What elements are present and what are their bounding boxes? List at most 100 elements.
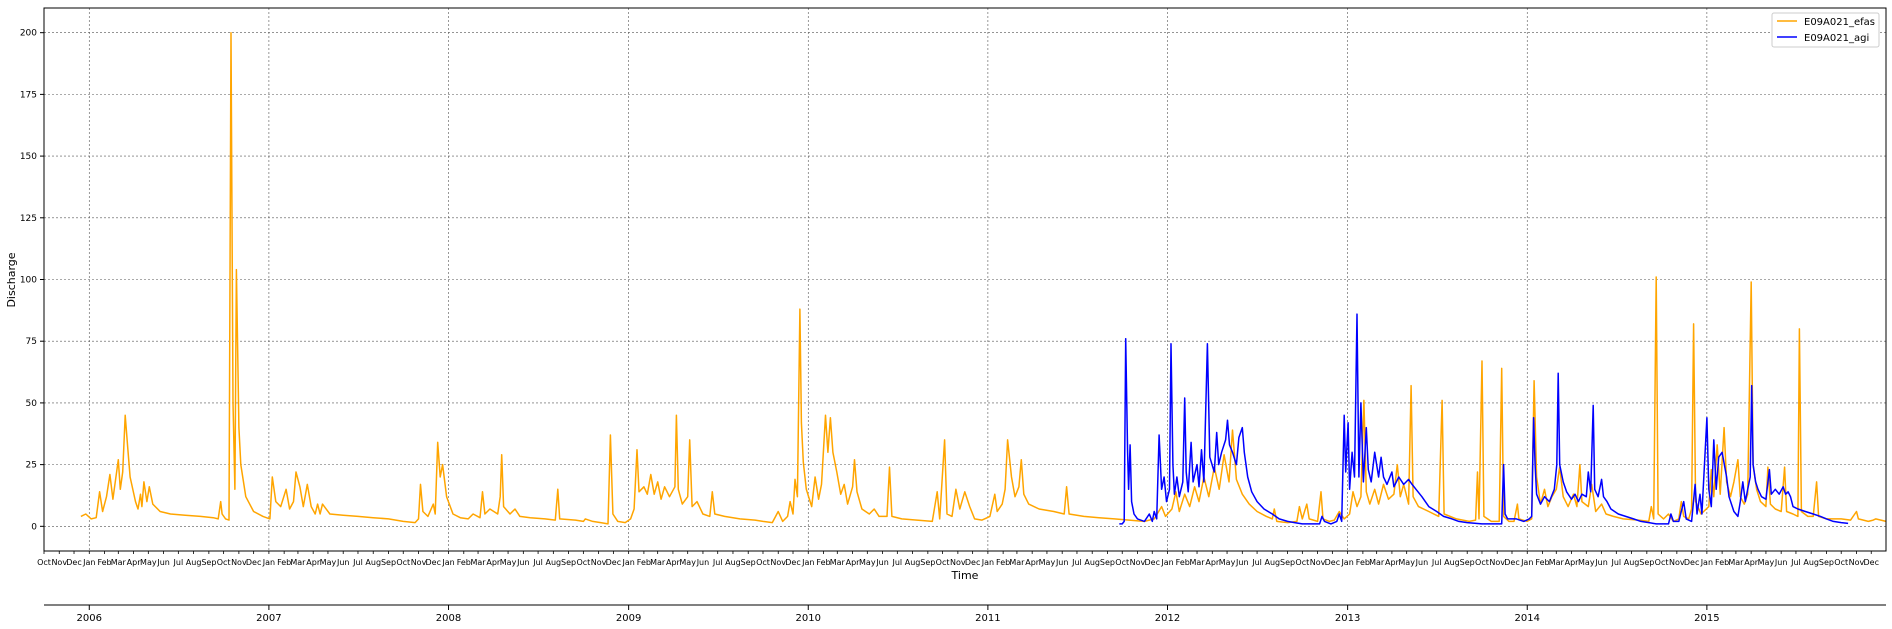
month-tick-label: Mar [650,558,666,567]
month-tick-label: Nov [1489,558,1505,567]
month-tick-label: May [859,558,876,567]
month-tick-label: Jul [1790,558,1801,567]
month-tick-label: Dec [606,558,621,567]
month-tick-label: May [1398,558,1415,567]
month-tick-label: Aug [1624,558,1640,567]
month-tick-label: Dec [1863,558,1878,567]
grid [44,8,1886,551]
month-tick-label: Feb [816,558,830,567]
month-tick-label: Feb [637,558,651,567]
y-tick-label: 50 [26,399,38,409]
year-tick-label: 2008 [436,613,461,624]
legend-label-efas: E09A021_efas [1804,17,1875,28]
month-tick-label: Apr [1205,558,1220,567]
month-tick-label: Mar [1189,558,1205,567]
month-tick-label: Apr [486,558,501,567]
year-tick-label: 2014 [1515,613,1540,624]
month-tick-label: Aug [365,558,381,567]
month-tick-label: Feb [1715,558,1729,567]
month-tick-label: Mar [111,558,127,567]
legend-box [1771,12,1880,48]
month-tick-label: May [679,558,696,567]
month-tick-label: Jun [875,558,889,567]
month-tick-label: Feb [996,558,1010,567]
y-tick-label: 175 [20,90,37,100]
year-tick-label: 2015 [1694,613,1719,624]
month-tick-label: Apr [846,558,861,567]
y-tick-label: 25 [26,461,37,471]
month-tick-label: Nov [51,558,67,567]
month-tick-label: Mar [1549,558,1565,567]
month-tick-label: Jan [82,558,95,567]
month-tick-label: Nov [1849,558,1865,567]
month-tick-label: Aug [1265,558,1281,567]
month-tick-label: Jan [801,558,814,567]
month-tick-label: May [140,558,157,567]
month-tick-label: Jul [1071,558,1082,567]
month-tick-label: Nov [591,558,607,567]
month-tick-label: Oct [1475,558,1489,567]
month-tick-label: Nov [411,558,427,567]
y-axis-label: Discharge [5,252,18,307]
month-tick-label: Sep [201,558,216,567]
month-tick-label: Jul [352,558,363,567]
month-tick-label: Jul [1251,558,1262,567]
month-tick-label: Nov [1310,558,1326,567]
month-tick-label: May [1578,558,1595,567]
month-tick-label: May [500,558,517,567]
month-tick-label: Feb [1176,558,1190,567]
month-tick-label: Dec [1504,558,1519,567]
month-tick-label: Sep [1280,558,1295,567]
month-tick-label: Sep [1100,558,1115,567]
month-tick-label: Jun [1594,558,1608,567]
month-tick-label: Nov [1130,558,1146,567]
month-tick-label: Jul [1610,558,1621,567]
month-tick-label: Jan [981,558,994,567]
month-tick-label: Jun [696,558,710,567]
month-tick-label: Nov [231,558,247,567]
month-tick-label: Feb [1356,558,1370,567]
month-tick-label: May [1758,558,1775,567]
month-tick-label: Nov [950,558,966,567]
month-tick-label: Dec [1325,558,1340,567]
month-tick-label: May [1039,558,1056,567]
month-tick-label: Mar [471,558,487,567]
year-tick-label: 2011 [975,613,1000,624]
month-tick-label: Jun [336,558,350,567]
month-tick-label: Oct [936,558,950,567]
month-tick-label: Nov [770,558,786,567]
month-tick-label: Feb [457,558,471,567]
y-axis: 0 25 50 75 100 125 150 175 200 [20,29,44,532]
year-tick-label: 2010 [796,613,821,624]
month-tick-label: Dec [785,558,800,567]
month-tick-label: Aug [725,558,741,567]
month-tick-label: Jun [1055,558,1069,567]
month-tick-label: Aug [186,558,202,567]
year-tick-label: 2006 [77,613,102,624]
month-tick-label: Jul [892,558,903,567]
year-tick-label: 2013 [1335,613,1360,624]
month-tick-label: Mar [830,558,846,567]
month-axis: Oct Nov Dec Jan Feb Mar Apr May Jun Jul Aug Sep Oct N… [37,551,1879,567]
month-tick-label: Oct [1115,558,1129,567]
y-tick-label: 75 [26,337,37,347]
month-tick-label: Mar [1009,558,1025,567]
month-tick-label: Jan [262,558,275,567]
month-tick-label: Oct [1655,558,1669,567]
month-tick-label: May [1219,558,1236,567]
month-tick-label: Feb [97,558,111,567]
month-tick-label: Jul [712,558,723,567]
month-tick-label: Apr [1565,558,1580,567]
month-tick-label: Sep [381,558,396,567]
month-tick-label: Sep [920,558,935,567]
month-tick-label: Sep [1460,558,1475,567]
month-tick-label: Apr [1385,558,1400,567]
month-tick-label: Jun [1774,558,1788,567]
month-tick-label: Jan [1340,558,1353,567]
month-tick-label: Oct [756,558,770,567]
month-tick-label: Sep [561,558,576,567]
month-tick-label: Dec [246,558,261,567]
month-tick-label: Jan [1160,558,1173,567]
month-tick-label: May [320,558,337,567]
